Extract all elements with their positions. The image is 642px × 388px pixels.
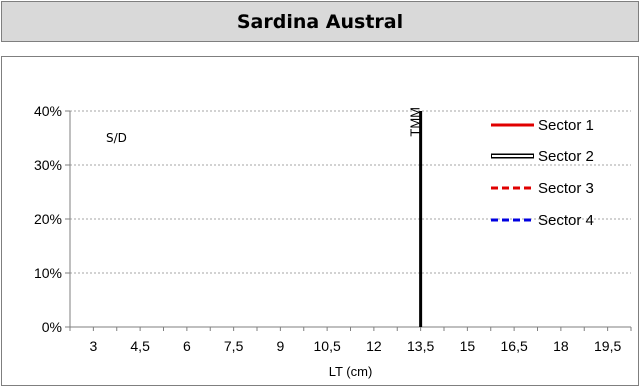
y-tick-label: 30% — [34, 157, 62, 173]
x-tick-label: 19,5 — [594, 338, 621, 354]
y-tick-label: 0% — [42, 319, 62, 335]
x-tick-label: 3 — [89, 338, 97, 354]
x-tick-label: 4,5 — [130, 338, 150, 354]
legend-item: Sector 3 — [491, 180, 594, 197]
legend-item: Sector 2 — [491, 148, 594, 165]
x-tick-label: 10,5 — [314, 338, 341, 354]
x-tick-label: 9 — [276, 338, 284, 354]
legend-item: Sector 1 — [491, 117, 594, 134]
legend-label: Sector 3 — [538, 180, 594, 197]
x-tick-label: 6 — [183, 338, 191, 354]
x-tick-label: 13,5 — [407, 338, 434, 354]
legend: Sector 1 Sector 2 Sector 3 Sector 4 — [491, 117, 594, 229]
legend-label: Sector 1 — [538, 117, 594, 134]
chart-title: Sardina Austral — [236, 10, 404, 33]
x-axis-title: LT (cm) — [329, 364, 373, 379]
legend-label: Sector 4 — [538, 212, 594, 229]
grid-lines — [70, 110, 631, 274]
no-data-annotation: S/D — [106, 131, 127, 145]
x-tick-label: 7,5 — [224, 338, 244, 354]
x-tick-label: 18 — [553, 338, 569, 354]
y-tick-label: 20% — [34, 211, 62, 227]
tmm-label: TMM — [408, 107, 423, 137]
y-tick-labels: 0% 10% 20% 30% 40% — [34, 103, 62, 335]
x-tick-labels: 3 4,5 6 7,5 9 10,5 12 13,5 15 16,5 18 19,5 — [89, 338, 621, 354]
legend-label: Sector 2 — [538, 148, 594, 165]
y-tick-label: 40% — [34, 103, 62, 119]
x-tick-label: 15 — [460, 338, 476, 354]
y-tick-label: 10% — [34, 265, 62, 281]
x-tick-label: 12 — [366, 338, 382, 354]
chart-title-bar: Sardina Austral — [1, 1, 639, 42]
x-tick-label: 16,5 — [501, 338, 528, 354]
axes — [65, 110, 632, 331]
legend-item: Sector 4 — [491, 212, 594, 229]
